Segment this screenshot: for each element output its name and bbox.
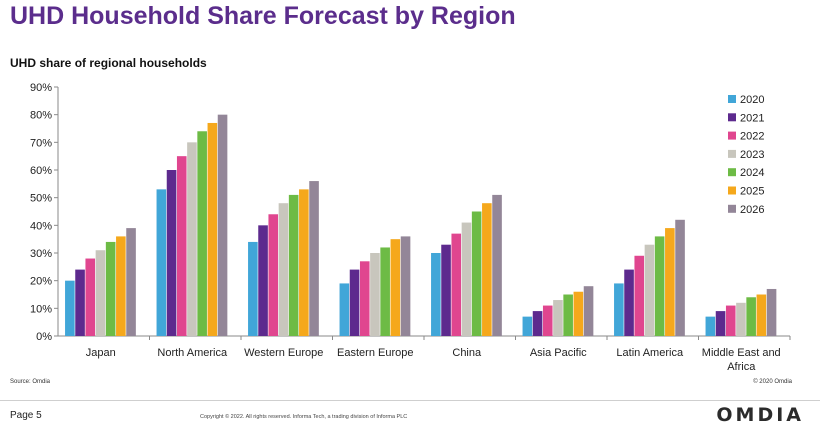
y-tick-label: 10% bbox=[30, 303, 52, 315]
bar bbox=[736, 302, 746, 336]
bar bbox=[370, 253, 380, 336]
x-tick-label: Middle East and Africa bbox=[702, 347, 781, 373]
bar bbox=[634, 255, 645, 336]
bar bbox=[309, 181, 319, 336]
x-tick-label: North America bbox=[157, 347, 228, 359]
bar bbox=[339, 283, 350, 336]
bar bbox=[471, 211, 482, 336]
bar bbox=[614, 283, 624, 336]
bar bbox=[390, 239, 401, 336]
legend-swatch bbox=[728, 95, 736, 103]
bar bbox=[746, 297, 756, 336]
chart-copyright: © 2020 Omdia bbox=[753, 379, 792, 385]
legend-label: 2026 bbox=[740, 204, 764, 216]
footer-divider bbox=[0, 400, 820, 401]
footer-copyright: Copyright © 2022. All rights reserved. I… bbox=[200, 414, 408, 420]
bar bbox=[105, 241, 116, 336]
bar bbox=[715, 311, 726, 336]
legend-label: 2021 bbox=[740, 112, 764, 124]
bar bbox=[156, 189, 167, 336]
y-tick-label: 60% bbox=[30, 165, 52, 177]
bar bbox=[451, 233, 462, 336]
bar bbox=[116, 236, 126, 336]
bar bbox=[766, 288, 777, 336]
bar bbox=[441, 244, 451, 336]
x-tick-label: Western Europe bbox=[244, 347, 323, 359]
x-tick-label: Eastern Europe bbox=[337, 347, 413, 359]
bar bbox=[75, 269, 85, 336]
bar bbox=[492, 194, 502, 336]
legend-label: 2020 bbox=[740, 94, 764, 106]
bar bbox=[431, 253, 441, 336]
bar bbox=[299, 189, 309, 336]
y-tick-label: 30% bbox=[30, 248, 52, 260]
bar bbox=[573, 291, 584, 336]
bar bbox=[95, 250, 106, 336]
legend-swatch bbox=[728, 168, 736, 177]
y-tick-label: 20% bbox=[30, 276, 52, 288]
bar bbox=[187, 142, 197, 336]
bar bbox=[349, 269, 360, 336]
legend-swatch bbox=[728, 113, 736, 122]
y-tick-label: 80% bbox=[30, 110, 52, 122]
bar bbox=[85, 258, 96, 336]
x-tick-label: Japan bbox=[86, 347, 116, 359]
page-number: Page 5 bbox=[10, 410, 42, 421]
legend-swatch bbox=[728, 186, 736, 195]
y-tick-label: 50% bbox=[30, 193, 52, 205]
y-tick-label: 40% bbox=[30, 220, 52, 232]
bar bbox=[176, 156, 187, 336]
bar-chart: 0% 10% 20% 30% 40% 50% 60% 70% 80% 90% Japan North … bbox=[30, 82, 791, 373]
legend-swatch bbox=[728, 149, 736, 158]
x-tick-label: Asia Pacific bbox=[530, 347, 587, 359]
bar bbox=[532, 311, 543, 336]
bar bbox=[756, 294, 767, 336]
bar bbox=[563, 294, 573, 336]
bar bbox=[553, 300, 563, 336]
bar bbox=[268, 214, 279, 336]
bar bbox=[126, 228, 136, 336]
bar bbox=[380, 247, 390, 336]
bar bbox=[278, 203, 289, 336]
y-tick-label: 70% bbox=[30, 137, 52, 149]
bar bbox=[522, 316, 533, 336]
bar bbox=[248, 241, 258, 336]
bar bbox=[197, 131, 207, 336]
legend-label: 2022 bbox=[740, 131, 764, 143]
bar bbox=[288, 194, 299, 336]
bar bbox=[542, 305, 553, 336]
bar bbox=[583, 286, 594, 336]
bar bbox=[624, 269, 634, 336]
legend-label: 2024 bbox=[740, 167, 764, 179]
x-tick-label: China bbox=[452, 347, 482, 359]
x-tick-label: Latin America bbox=[616, 347, 684, 359]
chart-title: UHD share of regional households bbox=[10, 56, 207, 70]
source-note: Source: Omdia bbox=[10, 379, 51, 385]
page-title: UHD Household Share Forecast by Region bbox=[10, 2, 516, 30]
bar bbox=[725, 305, 736, 336]
legend-swatch bbox=[728, 131, 736, 140]
bar bbox=[359, 261, 370, 336]
y-tick-label: 0% bbox=[36, 331, 52, 343]
bar bbox=[461, 222, 472, 336]
bar bbox=[65, 280, 75, 336]
bar bbox=[258, 225, 268, 336]
bar bbox=[482, 203, 492, 336]
omdia-logo: OMDIA bbox=[716, 404, 804, 426]
y-tick-label: 90% bbox=[30, 82, 52, 94]
legend-swatch bbox=[728, 204, 736, 213]
bar bbox=[400, 236, 411, 336]
bar bbox=[654, 236, 665, 336]
bar bbox=[665, 228, 675, 336]
bar bbox=[675, 219, 685, 336]
bar bbox=[705, 316, 716, 336]
legend-label: 2023 bbox=[740, 149, 764, 161]
bar bbox=[207, 122, 218, 336]
bar bbox=[217, 114, 228, 337]
bar bbox=[166, 170, 177, 336]
legend-label: 2025 bbox=[740, 186, 764, 198]
bar bbox=[644, 244, 655, 336]
